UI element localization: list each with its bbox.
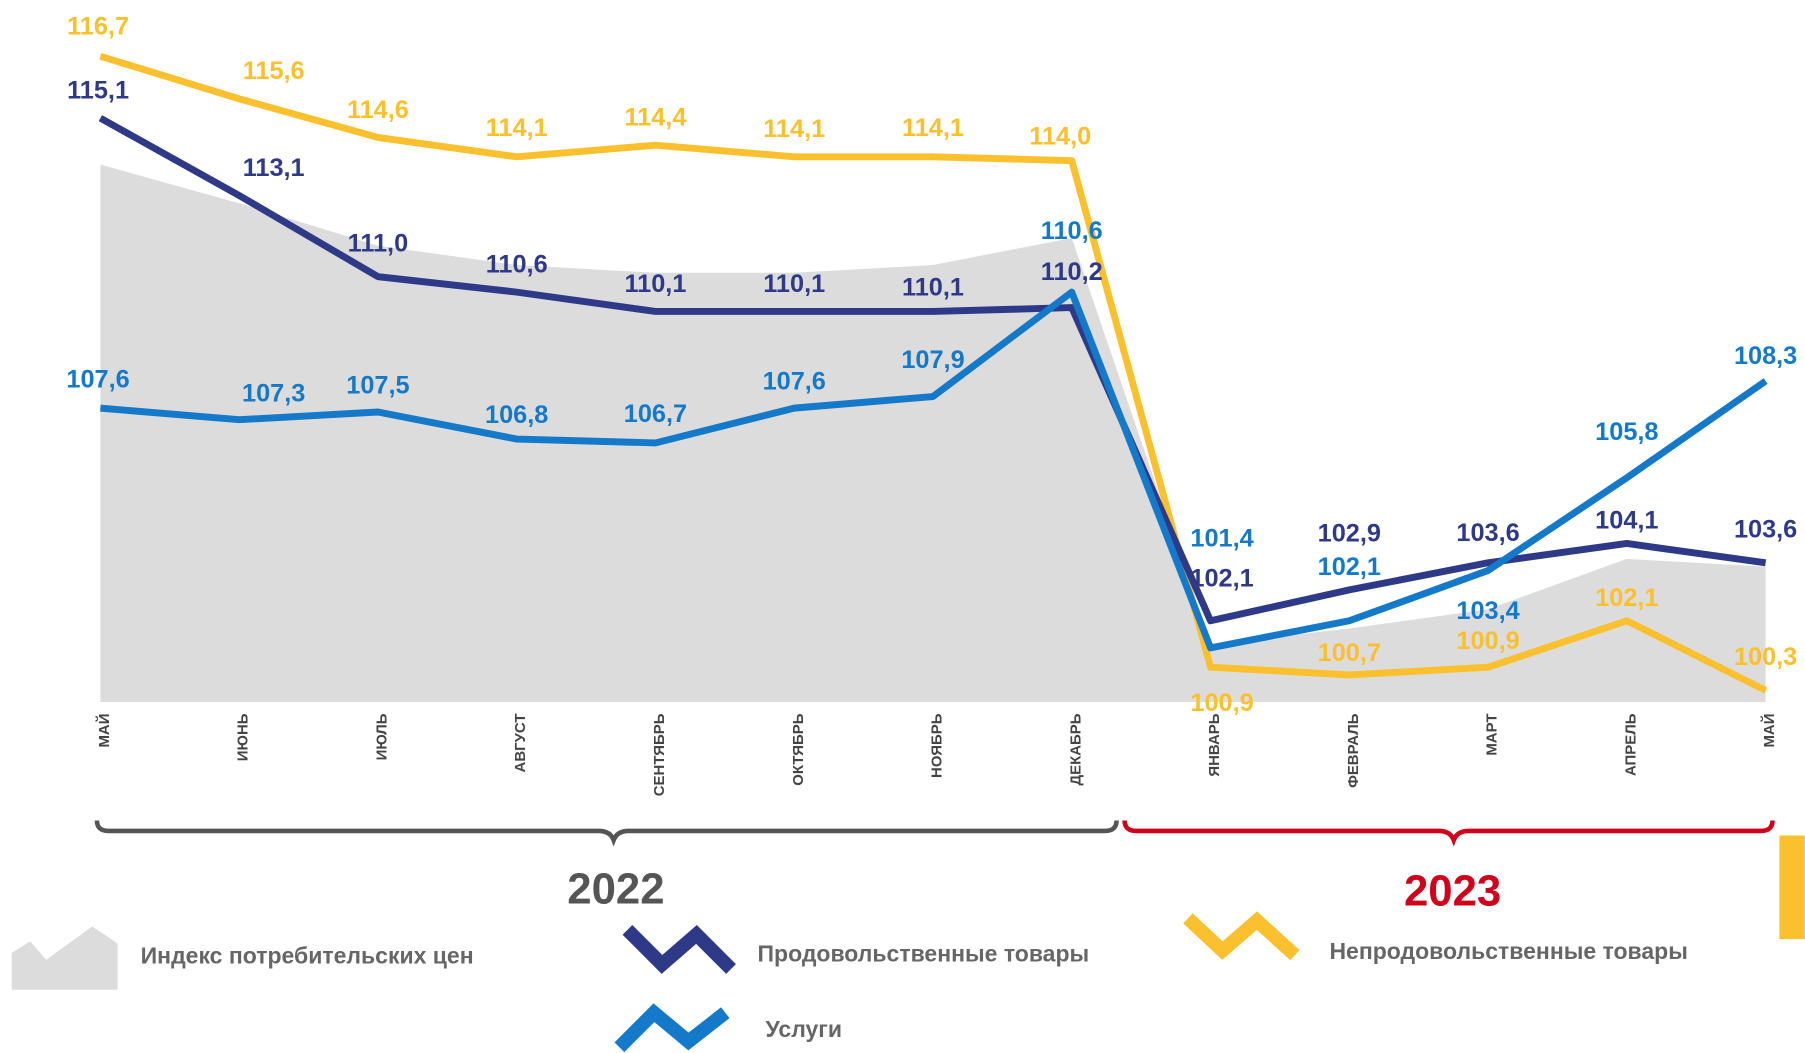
data-label: 101,4 [1190, 525, 1253, 553]
data-label: 107,6 [763, 368, 826, 396]
x-tick-label: МАЙ [95, 714, 113, 748]
x-tick-label: АПРЕЛЬ [1622, 713, 1639, 776]
line [99, 52, 1768, 694]
legend-label: Продовольственные товары [757, 940, 1089, 966]
data-label: 107,5 [346, 372, 409, 400]
x-tick-label: ЯНВАРЬ [1206, 713, 1223, 776]
year-label: 2022 [567, 864, 664, 913]
line [98, 115, 1767, 625]
legend-label: Непродовольственные товары [1329, 938, 1687, 964]
line [100, 288, 1768, 652]
x-tick-label: МАРТ [1484, 714, 1501, 756]
data-label: 103,6 [1456, 519, 1519, 547]
data-label: 102,1 [1595, 584, 1658, 612]
data-label: 110,1 [902, 273, 964, 301]
x-tick-label: СЕНТЯБРЬ [651, 713, 668, 796]
decor-block [1779, 835, 1805, 940]
year-label: 2023 [1404, 867, 1501, 916]
data-label: 114,6 [347, 96, 409, 124]
legend-label: Индекс потребительских цен [141, 943, 474, 969]
data-label: 110,6 [486, 251, 548, 279]
data-label: 100,3 [1734, 643, 1797, 671]
data-label: 108,3 [1734, 342, 1797, 370]
data-label: 100,9 [1190, 689, 1253, 717]
data-label: 102,1 [1318, 553, 1381, 581]
x-tick-label: ОКТЯБРЬ [790, 713, 807, 786]
x-tick-label: МАЙ [1760, 714, 1778, 748]
data-label: 115,6 [243, 57, 305, 85]
data-label: 107,6 [66, 365, 129, 393]
data-label: 111,0 [348, 229, 409, 257]
data-label: 110,2 [1041, 258, 1103, 286]
data-label: 113,1 [243, 154, 305, 182]
x-tick-label: ФЕВРАЛЬ [1345, 713, 1362, 788]
data-label: 110,1 [624, 270, 686, 298]
legend-icon-line [614, 1003, 730, 1053]
data-label: 114,0 [1029, 123, 1091, 151]
x-tick-label: ИЮНЬ [235, 713, 252, 761]
legend-icon-area [11, 926, 118, 990]
data-label: 102,9 [1318, 520, 1381, 548]
data-label: 104,1 [1595, 507, 1658, 535]
data-label: 103,4 [1456, 597, 1519, 625]
x-tick-label: НОЯБРЬ [929, 713, 946, 778]
x-tick-label: ДЕКАБРЬ [1067, 713, 1084, 785]
data-label: 106,8 [485, 401, 548, 429]
brace-2022 [94, 820, 1119, 847]
data-label: 107,3 [242, 379, 305, 407]
data-label: 100,9 [1456, 627, 1519, 655]
data-label: 110,6 [1041, 217, 1103, 245]
legend-icon-line [622, 924, 736, 974]
data-label: 106,7 [624, 400, 687, 428]
data-label: 114,1 [763, 115, 825, 143]
brace-2023 [1122, 820, 1775, 847]
data-label: 114,4 [624, 104, 686, 132]
legend-icon-line [1183, 911, 1300, 961]
data-label: 100,7 [1318, 639, 1381, 667]
data-label: 107,9 [901, 346, 964, 374]
data-label: 114,1 [902, 114, 964, 142]
data-label: 102,1 [1190, 564, 1253, 592]
data-label: 110,1 [763, 270, 825, 298]
legend-label: Услуги [766, 1016, 842, 1042]
area [100, 164, 1766, 703]
data-label: 105,8 [1595, 418, 1658, 446]
data-label: 114,1 [486, 114, 548, 142]
data-label: 103,6 [1734, 515, 1797, 543]
x-tick-label: АВГУСТ [512, 714, 529, 773]
data-label: 115,1 [67, 77, 129, 105]
x-tick-label: ИЮЛЬ [373, 713, 390, 760]
data-label: 116,7 [67, 12, 129, 40]
